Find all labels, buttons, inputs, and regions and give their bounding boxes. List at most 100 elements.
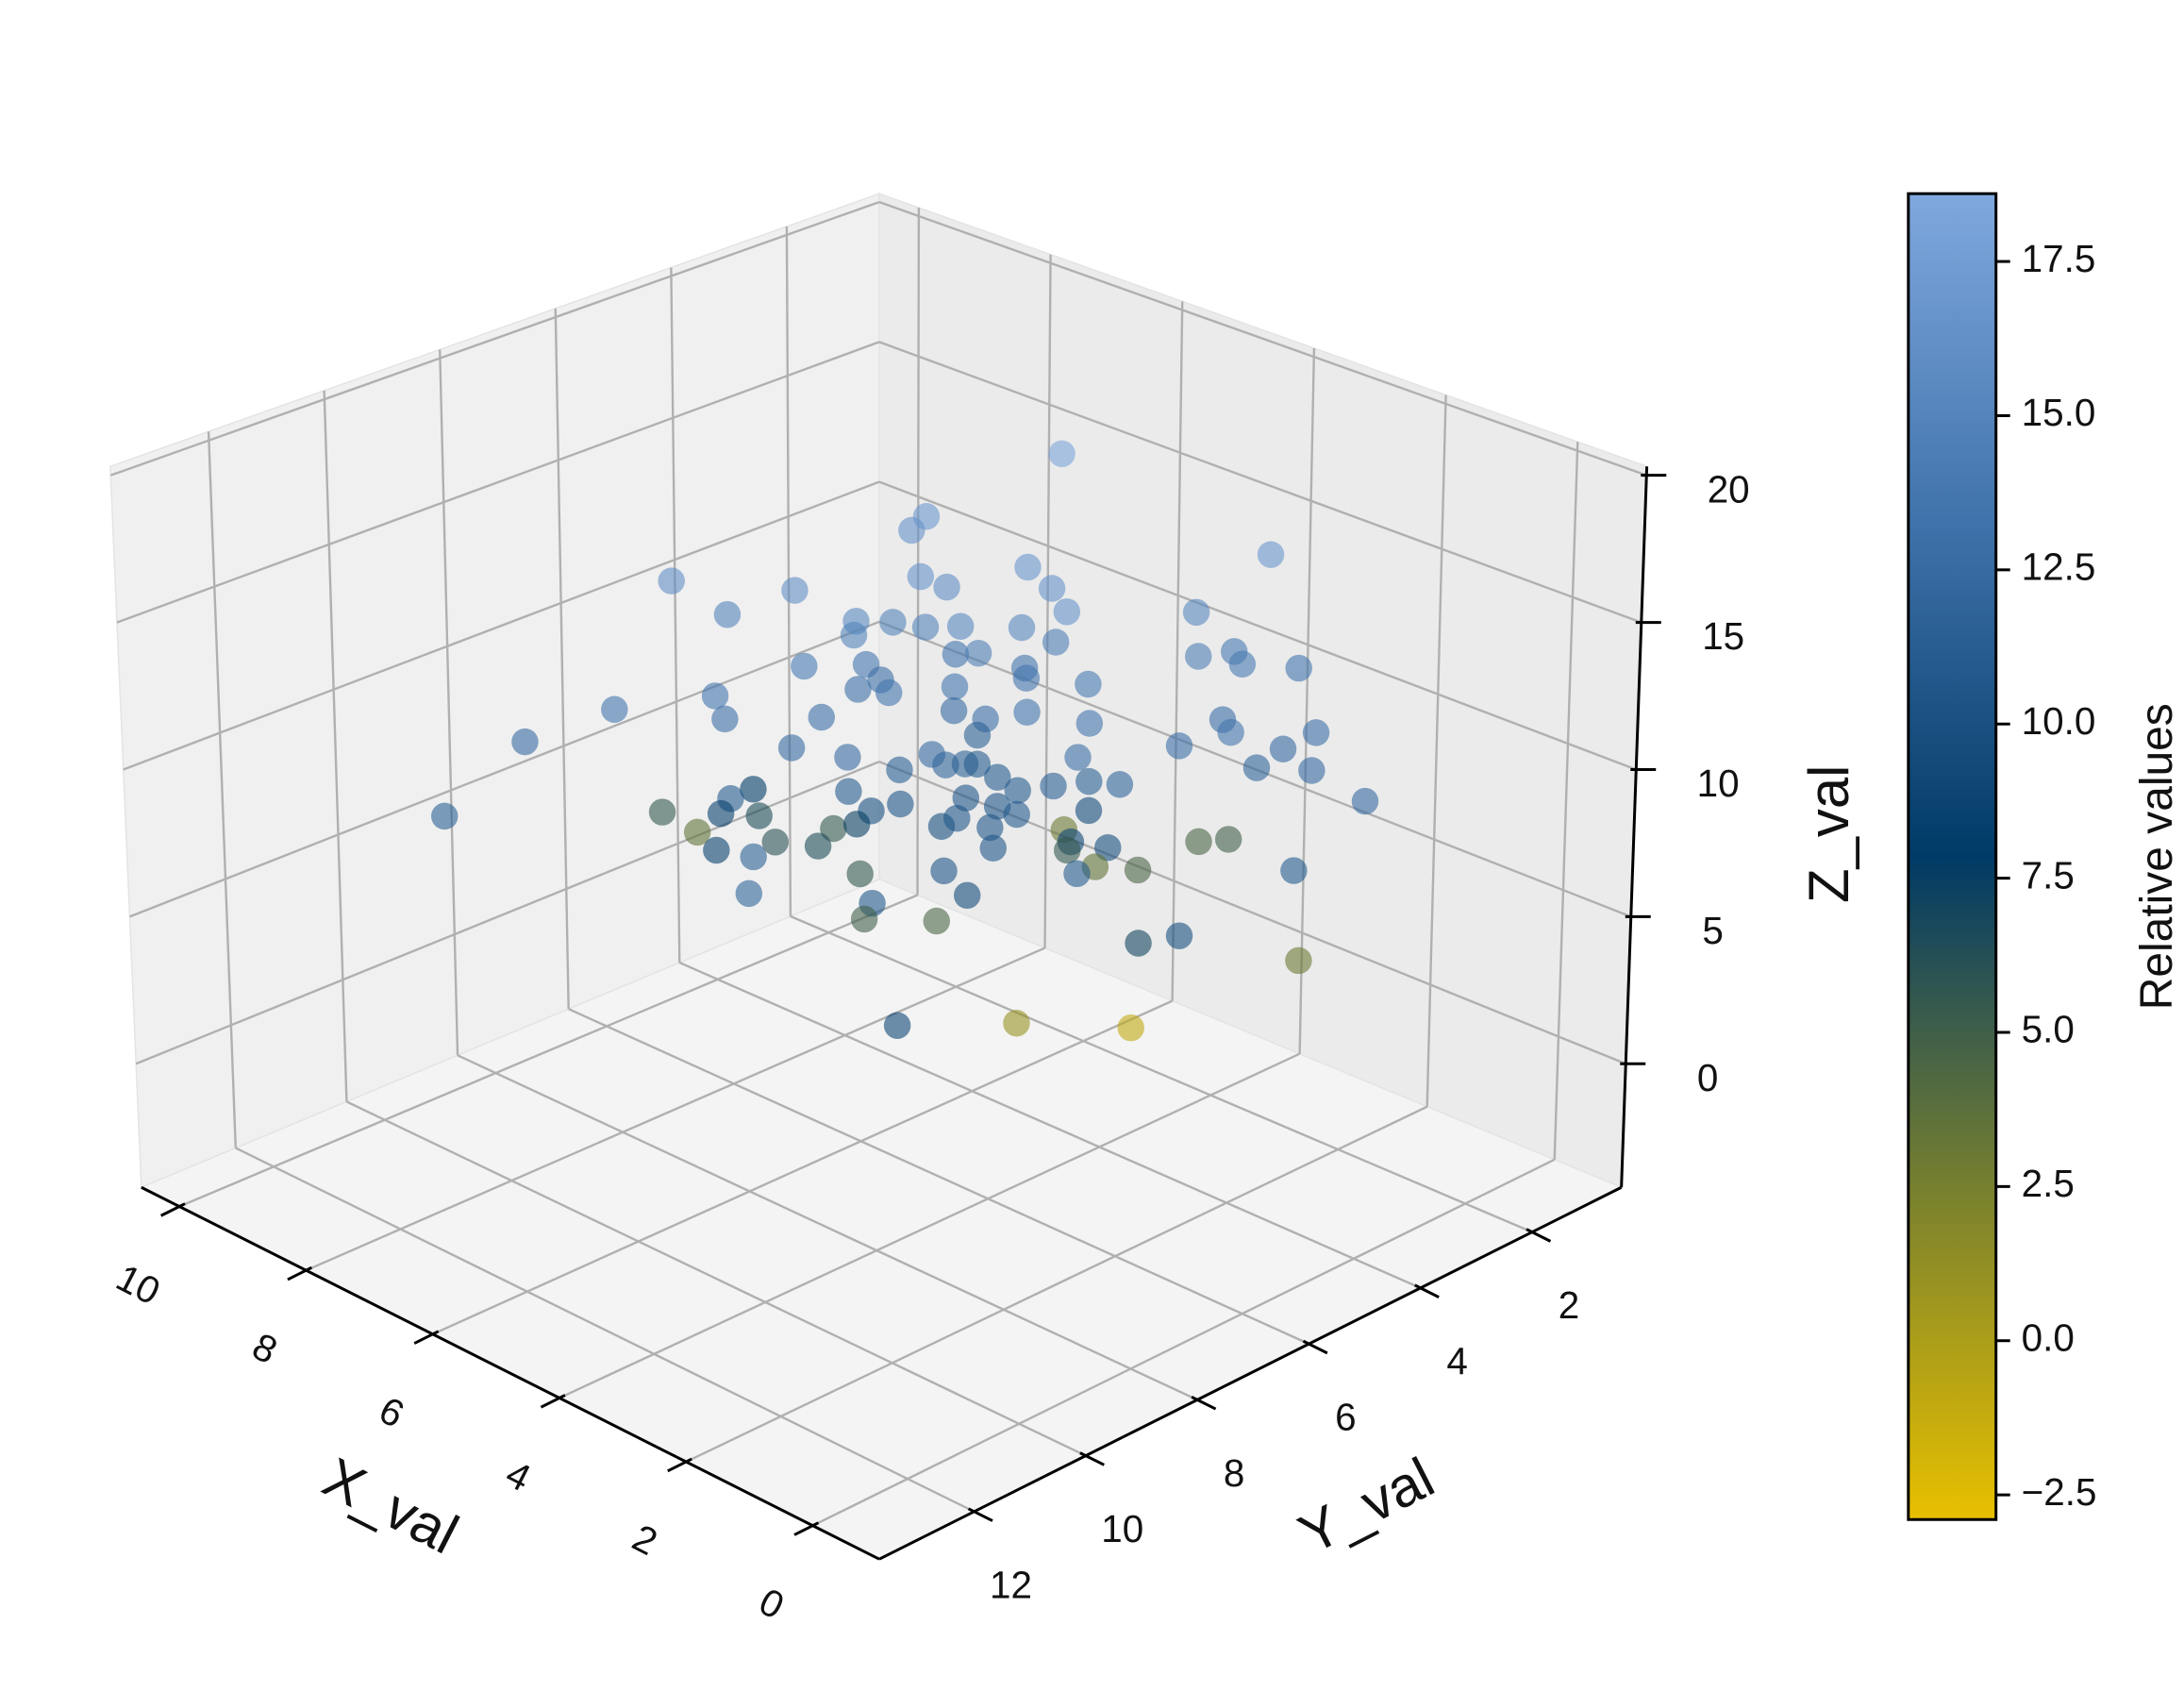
point (777, 734, 806, 762)
z-tick-label: 10 (1697, 762, 1740, 805)
point (1064, 744, 1092, 771)
point (703, 836, 730, 864)
y-tick (1079, 1451, 1105, 1466)
y-axis-line (878, 1185, 1623, 1561)
point (1063, 860, 1091, 888)
point (1242, 754, 1271, 781)
colorbar-tick-label: 2.5 (2022, 1162, 2075, 1205)
point (923, 907, 951, 935)
point (834, 744, 861, 771)
point (1053, 598, 1081, 626)
grid-line (1171, 301, 1184, 1001)
point (886, 756, 913, 784)
point (1106, 771, 1134, 798)
point (1004, 777, 1031, 804)
z-tick-label: 20 (1708, 467, 1750, 511)
x-tick-label: 4 (499, 1451, 538, 1499)
z-tick-label: 0 (1697, 1056, 1719, 1099)
x-tick-label: 8 (245, 1324, 284, 1372)
point (648, 798, 676, 826)
grid-line (568, 1008, 1309, 1346)
point (707, 799, 735, 828)
grid-line (878, 480, 1637, 771)
grid-line (109, 200, 880, 477)
x-tick-label: 6 (373, 1388, 411, 1436)
colorbar-tick-label: 5.0 (2022, 1008, 2075, 1051)
point (1054, 836, 1081, 864)
point (1003, 1010, 1030, 1037)
point (1302, 719, 1330, 746)
point (711, 705, 739, 733)
grid-line (305, 947, 1046, 1272)
point (953, 881, 981, 910)
x-tick-label: 2 (625, 1516, 664, 1564)
point (976, 813, 1004, 842)
point (946, 612, 975, 640)
point (940, 696, 968, 725)
grid-line (123, 480, 880, 771)
point (740, 776, 767, 803)
point (601, 695, 628, 723)
point (1257, 541, 1285, 568)
point (1185, 828, 1212, 856)
point (1228, 650, 1257, 678)
point (820, 814, 847, 843)
y-tick (967, 1507, 993, 1522)
point (1075, 710, 1104, 737)
z-tick-label: 15 (1702, 614, 1744, 658)
z-tick-label: 5 (1702, 909, 1724, 952)
y-tick-label: 10 (1101, 1507, 1143, 1550)
x-tick-label: 0 (753, 1580, 792, 1628)
point (911, 613, 940, 641)
point (1165, 732, 1193, 760)
grid-line (878, 341, 1642, 624)
point (808, 703, 836, 731)
point (1075, 796, 1103, 825)
point (1182, 598, 1210, 627)
point (963, 750, 992, 778)
point (1285, 947, 1312, 975)
colorbar-tick-label: 17.5 (2022, 237, 2096, 280)
point (963, 721, 992, 749)
point (1185, 643, 1212, 670)
x-tick-label: 10 (109, 1255, 167, 1313)
y-tick-label: 12 (990, 1563, 1032, 1606)
point (735, 880, 763, 908)
point (846, 860, 874, 888)
point (898, 516, 925, 544)
colorbar-tick-label: 0.0 (2022, 1315, 2075, 1359)
grid-line (1553, 442, 1579, 1160)
point (1013, 698, 1041, 726)
point (907, 562, 935, 591)
z-axis-label: Z_val (1797, 765, 1860, 903)
point (942, 641, 970, 668)
y-tick (1191, 1396, 1217, 1411)
grid-line (916, 208, 921, 896)
point (1040, 772, 1067, 800)
grid-line (878, 200, 1647, 477)
point (1298, 757, 1325, 784)
point (431, 802, 458, 830)
y-tick (1302, 1339, 1328, 1355)
point (713, 600, 742, 628)
point (1008, 613, 1036, 642)
x-axis-line (141, 1185, 880, 1561)
grid-line (670, 267, 681, 963)
grid-line (345, 1100, 1087, 1457)
y-tick-label: 4 (1446, 1339, 1468, 1382)
point (1075, 767, 1103, 796)
y-tick (1414, 1283, 1440, 1298)
colorbar-tick-label: 10.0 (2022, 699, 2096, 743)
y-tick-label: 2 (1559, 1283, 1580, 1327)
z-axis-line (1620, 466, 1649, 1188)
point (1042, 628, 1070, 656)
point (835, 778, 862, 805)
grid-line (1043, 254, 1052, 948)
point (943, 804, 971, 832)
point (1351, 787, 1379, 815)
x-tick (159, 1202, 186, 1217)
point (933, 573, 960, 601)
grid-line (457, 1054, 1198, 1401)
point (658, 567, 685, 595)
